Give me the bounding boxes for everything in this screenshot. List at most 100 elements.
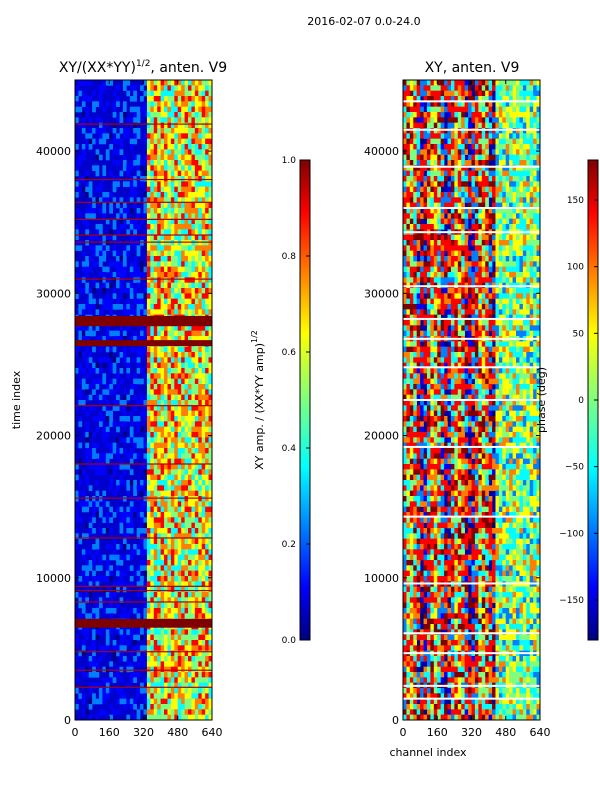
heatmap-cell [129, 704, 134, 710]
heatmap-cell [133, 480, 137, 486]
heatmap-cell [75, 469, 79, 475]
heatmap-cell [191, 106, 196, 113]
heatmap-cell [205, 277, 209, 283]
heatmap-cell [205, 234, 209, 241]
heatmap-cell [403, 149, 407, 155]
heatmap-cell [188, 496, 192, 502]
heatmap-cell [119, 224, 124, 230]
heatmap-cell [205, 362, 209, 369]
heatmap-cell [522, 128, 527, 134]
heatmap-cell [133, 373, 137, 379]
heatmap-cell [464, 144, 469, 150]
heatmap-cell [516, 101, 520, 107]
heatmap-cell [174, 661, 179, 667]
heatmap-cell [440, 202, 445, 209]
heatmap-cell [85, 549, 89, 555]
heatmap-cell [502, 106, 507, 113]
heatmap-cell [208, 149, 212, 155]
heatmap-cell [164, 256, 168, 262]
heatmap-cell [198, 688, 203, 694]
heatmap-cell [433, 192, 438, 198]
heatmap-cell [157, 581, 161, 587]
heatmap-cell [105, 517, 110, 523]
heatmap-cell [505, 122, 510, 129]
heatmap-cell [181, 101, 185, 107]
heatmap-cell [205, 138, 209, 145]
heatmap-cell [198, 378, 203, 385]
heatmap-cell [433, 117, 438, 123]
heatmap-cell [478, 256, 483, 262]
heatmap-cell [95, 480, 100, 486]
heatmap-cell [164, 186, 168, 193]
heatmap-cell [194, 693, 199, 699]
heatmap-cell [105, 346, 110, 353]
heatmap-cell [112, 389, 117, 395]
heatmap-cell [201, 640, 206, 646]
heatmap-cell [170, 426, 175, 433]
heatmap-cell [526, 96, 531, 102]
heatmap-cell [153, 149, 158, 155]
heatmap-cell [81, 101, 86, 107]
heatmap-cell [505, 181, 510, 187]
heatmap-cell [184, 480, 189, 486]
heatmap-cell [164, 442, 168, 449]
heatmap-cell [143, 613, 148, 619]
heatmap-cell [191, 416, 196, 422]
heatmap-cell [126, 698, 131, 705]
heatmap-cell [198, 261, 203, 267]
heatmap-cell [201, 405, 206, 411]
heatmap-cell [119, 416, 124, 422]
heatmap-cell [198, 405, 203, 411]
heatmap-cell [119, 266, 124, 273]
heatmap-cell [160, 277, 165, 283]
heatmap-cell [116, 266, 120, 273]
heatmap-cell [105, 544, 110, 550]
heatmap-cell [420, 122, 424, 129]
heatmap-cell [447, 128, 452, 134]
heatmap-cell [409, 256, 414, 262]
heatmap-cell [122, 224, 127, 230]
heatmap-cell [153, 538, 158, 545]
heatmap-cell [409, 165, 414, 171]
heatmap-cell [194, 432, 199, 438]
heatmap-cell [177, 368, 182, 374]
heatmap-cell [146, 352, 151, 358]
heatmap-cell [95, 304, 100, 310]
heatmap-cell [198, 448, 203, 454]
heatmap-cell [153, 576, 158, 582]
heatmap-cell [492, 240, 496, 246]
heatmap-cell [522, 218, 527, 225]
heatmap-cell [98, 154, 103, 161]
heatmap-cell [184, 117, 189, 123]
heatmap-cell [505, 128, 510, 134]
heatmap-cell [205, 501, 209, 507]
heatmap-cell [150, 186, 155, 193]
heatmap-cell [112, 709, 117, 715]
heatmap-cell [485, 176, 489, 182]
heatmap-cell [164, 656, 168, 662]
heatmap-cell [75, 506, 79, 513]
heatmap-cell [92, 672, 96, 678]
heatmap-cell [191, 160, 196, 166]
heatmap-cell [102, 378, 107, 385]
heatmap-cell [201, 698, 206, 705]
heatmap-cell [153, 133, 158, 139]
heatmap-cell [150, 405, 155, 411]
heatmap-cell [198, 421, 203, 427]
heatmap-cell [181, 661, 185, 667]
heatmap-cell [153, 613, 158, 619]
heatmap-cell [492, 149, 496, 155]
heatmap-cell [406, 106, 411, 113]
heatmap-cell [160, 629, 165, 635]
heatmap-cell [122, 544, 127, 550]
heatmap-cell [78, 480, 83, 486]
heatmap-cell [164, 448, 168, 454]
heatmap-cell [416, 266, 421, 273]
heatmap-cell [191, 634, 196, 641]
heatmap-cell [208, 128, 212, 134]
heatmap-cell [433, 149, 438, 155]
heatmap-cell [191, 261, 196, 267]
heatmap-cell [146, 661, 151, 667]
heatmap-cell [140, 410, 144, 417]
heatmap-cell [174, 549, 179, 555]
